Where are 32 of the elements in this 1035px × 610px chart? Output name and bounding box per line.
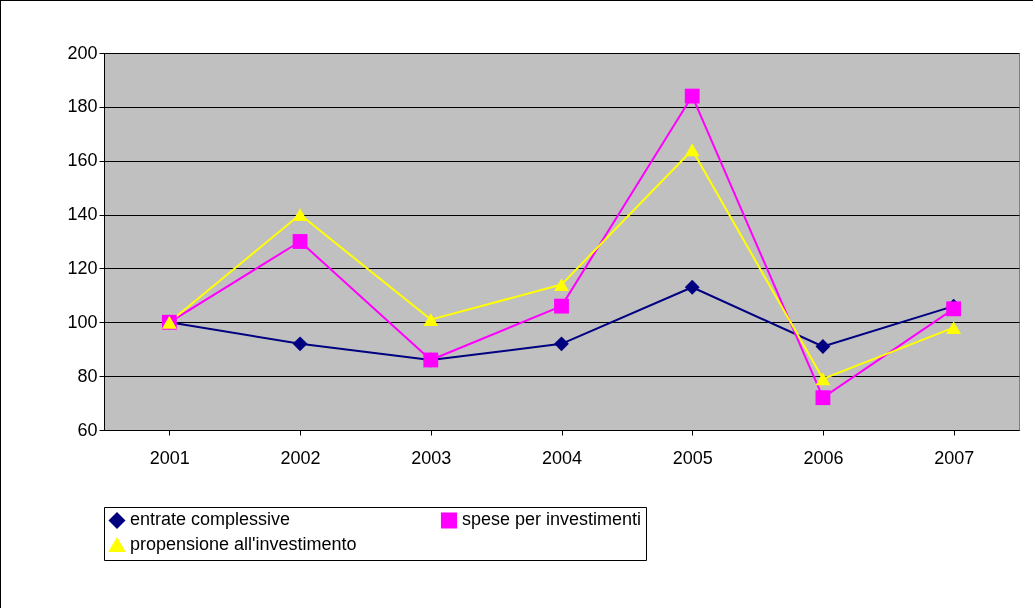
- legend-label: spese per investimenti: [462, 509, 642, 530]
- point: [292, 208, 308, 221]
- point: [684, 143, 700, 157]
- point: [554, 298, 569, 314]
- legend-label: propensione all'investimento: [130, 534, 357, 554]
- x-tick-label: 2001: [149, 447, 190, 468]
- x-tick-label: 2002: [280, 447, 321, 468]
- y-tick-label: 160: [67, 150, 98, 171]
- point: [815, 372, 831, 386]
- point: [684, 88, 700, 104]
- x-tick-label: 2004: [541, 447, 583, 468]
- y-tick-label: 80: [77, 365, 98, 386]
- y-tick-label: 180: [67, 96, 98, 117]
- point: [554, 336, 569, 352]
- point: [423, 313, 439, 327]
- x-tick-label: 2007: [934, 447, 975, 468]
- point: [292, 234, 308, 249]
- point: [815, 339, 831, 354]
- y-tick-label: 120: [67, 257, 98, 278]
- x-tick-label: 2006: [803, 447, 844, 468]
- y-tick-label: 60: [77, 419, 98, 440]
- x-tick-label: 2005: [672, 447, 713, 468]
- point: [946, 321, 962, 335]
- x-tick-label: 2003: [411, 447, 452, 468]
- y-tick-label: 100: [67, 311, 98, 332]
- point: [292, 336, 308, 352]
- y-tick-label: 140: [67, 204, 98, 225]
- point: [815, 390, 831, 406]
- point: [554, 278, 569, 292]
- point: [684, 279, 700, 295]
- y-tick-label: 200: [67, 42, 98, 63]
- legend-label: entrate complessive: [130, 509, 291, 530]
